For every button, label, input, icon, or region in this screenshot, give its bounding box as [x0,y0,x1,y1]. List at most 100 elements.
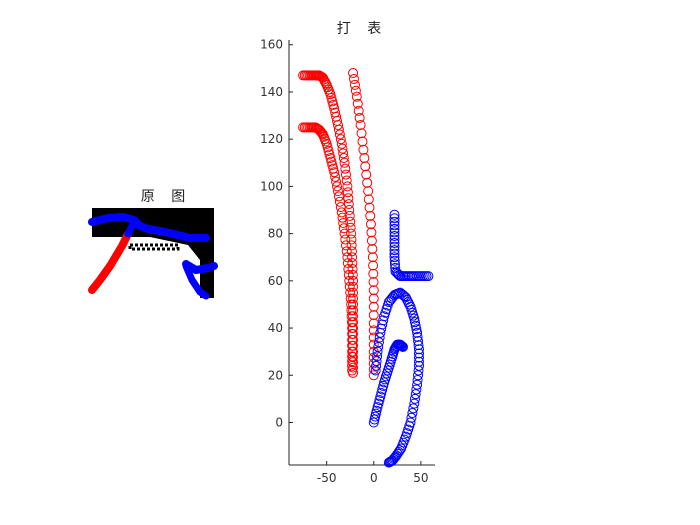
data-point [355,120,366,130]
data-point [353,105,364,116]
data-point [347,334,358,345]
data-point [370,365,381,376]
data-point [395,340,406,351]
data-point [366,235,377,246]
blue-stroke [182,260,218,275]
data-point [368,285,379,296]
data-point [349,79,360,90]
data-point [396,443,407,454]
data-point [322,142,333,153]
data-point [413,344,424,355]
data-point [409,393,420,404]
data-point [345,287,356,298]
series-blue [368,339,408,428]
data-point [333,124,344,135]
image-white-region [120,237,200,298]
data-point [389,216,400,227]
data-point [360,161,371,172]
data-point [423,271,434,282]
series-blue [370,287,424,468]
data-point [344,281,355,292]
data-point [389,209,400,220]
data-point [333,191,344,202]
data-point [364,202,375,213]
data-point [348,293,359,304]
data-point [340,240,351,251]
data-point [377,384,388,395]
data-point [363,194,374,205]
data-point [339,157,350,168]
data-point [346,305,357,316]
black-dashed-segment [128,243,180,251]
data-point [389,227,400,238]
y-tick-label: 20 [268,368,283,382]
data-point [389,230,400,241]
data-point [409,317,420,328]
data-point [347,340,358,351]
data-point [413,352,424,363]
data-point [413,336,424,347]
data-point [389,220,400,231]
data-point [357,136,368,147]
series-red [298,122,358,376]
data-point [348,281,359,292]
data-point [372,346,383,357]
data-point [326,156,337,167]
data-point [326,92,337,103]
data-point [347,323,358,334]
data-point [338,153,349,164]
data-point [337,143,348,154]
data-point [368,277,379,288]
data-point [365,219,376,230]
data-point [376,387,387,398]
data-point [363,186,374,197]
y-tick-label: 100 [260,179,283,193]
data-point [336,138,347,149]
data-point [341,175,352,186]
data-point [325,89,336,100]
data-point [389,248,400,259]
blue-stroke [124,218,140,238]
y-tick-label: 40 [268,321,283,335]
y-tick-label: 120 [260,132,283,146]
blue-stroke [182,262,210,300]
x-tick-label: -50 [317,471,337,485]
data-point [411,324,422,335]
data-point [332,186,343,197]
data-point [359,153,370,164]
data-point [375,391,386,402]
data-point [346,317,357,328]
series-blue [389,209,434,282]
chart-marks [298,68,434,468]
data-point [354,112,365,123]
data-point [371,356,382,367]
data-point [327,96,338,107]
data-point [334,196,345,207]
data-point [371,360,382,371]
data-point [378,315,389,326]
data-point [389,245,400,256]
data-point [389,213,400,224]
data-point [351,91,362,102]
data-point [373,341,384,352]
data-point [412,331,423,342]
thumbnail-title: 原 图 [141,189,191,205]
data-point [336,207,347,218]
data-point [350,85,361,96]
data-point [321,138,332,149]
data-point [397,341,408,352]
data-point [315,125,326,136]
data-point [358,144,369,155]
data-point [383,457,394,468]
data-point [330,171,341,182]
data-point [367,252,378,263]
x-tick-label: 0 [370,471,378,485]
data-point [342,252,353,263]
data-point [332,120,343,130]
data-point [323,145,334,156]
y-tick-label: 60 [268,274,283,288]
data-point [389,234,400,245]
data-point [345,293,356,304]
data-point [386,455,397,466]
